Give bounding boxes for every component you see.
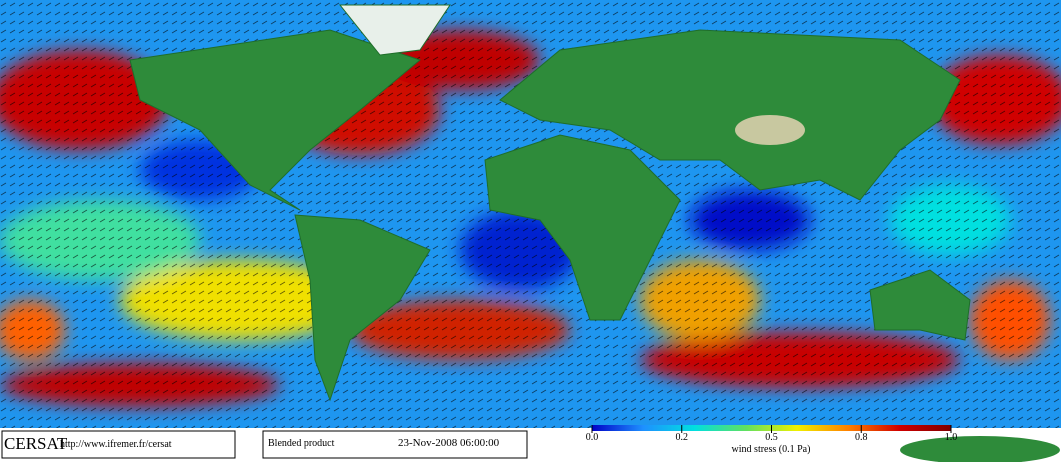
logo-box <box>1 430 236 459</box>
logo: CERSAT <box>4 434 68 453</box>
colorbar-tick-label: 0.5 <box>765 432 778 443</box>
antarctica <box>900 436 1060 462</box>
colorbar-tick-label: 0.8 <box>855 432 868 443</box>
date: 23-Nov-2008 06:00:00 <box>398 437 500 449</box>
land <box>129 4 971 402</box>
colorbar-tick-label: 0.2 <box>676 432 689 443</box>
url: http://www.ifremer.fr/cersat <box>60 439 172 450</box>
product: Blended product <box>268 438 335 449</box>
colorbar-tick-label: 0.0 <box>586 432 599 443</box>
product-box <box>262 430 528 459</box>
colorbar-label: wind stress (0.1 Pa) <box>732 444 811 455</box>
colorbar-tick-label: 1.0 <box>945 432 958 443</box>
